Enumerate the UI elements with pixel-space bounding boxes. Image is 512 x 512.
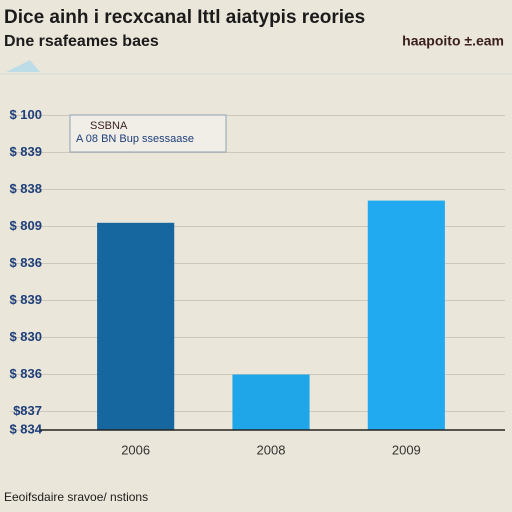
bar: [97, 222, 175, 430]
y-tick-label: $ 839: [9, 144, 42, 159]
chart-title: Dice ainh i recxcanal Ittl aiatypis reor…: [4, 7, 365, 28]
y-tick-label: $ 834: [9, 421, 42, 436]
chart-subtitle: Dne rsafeames baes: [4, 33, 159, 50]
y-tick-label: $ 809: [9, 218, 42, 233]
footer: Eeoifsdaire sravoe/ nstions: [4, 490, 148, 504]
y-tick-label: $ 836: [9, 255, 42, 270]
y-tick-label: $837: [13, 403, 42, 418]
bar: [367, 200, 445, 430]
decoration: [6, 60, 40, 72]
bar: [232, 374, 310, 430]
x-tick-label: 2006: [121, 442, 150, 457]
y-tick-label: $ 830: [9, 329, 42, 344]
y-tick-label: $ 838: [9, 181, 42, 196]
y-tick-label: $ 100: [9, 107, 42, 122]
legend-title: SSBNA: [90, 120, 128, 132]
source: haapoito ±.eam: [402, 33, 504, 49]
x-tick-label: 2008: [257, 442, 286, 457]
legend-text: A 08 BN Bup ssessaase: [76, 133, 194, 145]
y-tick-label: $ 836: [9, 366, 42, 381]
x-tick-label: 2009: [392, 442, 421, 457]
y-tick-label: $ 839: [9, 292, 42, 307]
legend-box: [69, 114, 227, 153]
